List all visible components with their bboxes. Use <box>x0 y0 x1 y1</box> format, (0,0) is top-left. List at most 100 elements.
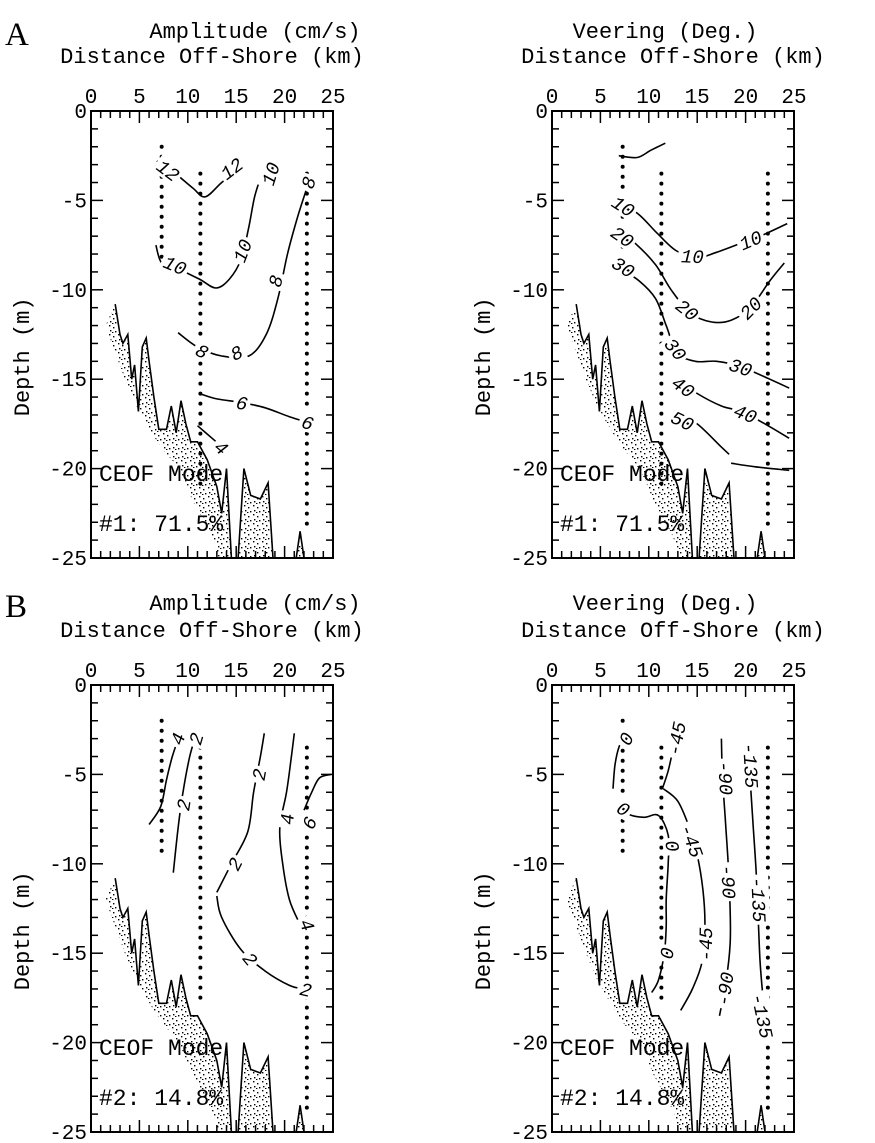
y-tick-label: 0 <box>74 102 87 125</box>
y-tick-label: -15 <box>49 370 87 393</box>
contour-line <box>619 802 670 993</box>
contour-label: 10 <box>227 233 258 268</box>
x-tick-label: 25 <box>320 87 345 110</box>
contour-label: 10 <box>606 189 641 223</box>
x-tick-label: 10 <box>636 661 661 684</box>
y-tick-label: -20 <box>49 1034 87 1057</box>
y-tick-label: 0 <box>535 102 548 125</box>
x-tick-label: 0 <box>85 661 98 684</box>
svg-text:-90: -90 <box>713 971 740 1008</box>
panel-title: Amplitude (cm/s) <box>149 20 360 45</box>
plot-frame <box>90 110 334 559</box>
x-tick-label: 10 <box>175 661 200 684</box>
contour-line <box>730 462 790 472</box>
contour-label: 20 <box>733 290 768 325</box>
plot-frame <box>90 684 334 1133</box>
contour-line <box>619 231 785 324</box>
panel-title: Veering (Deg.) <box>573 592 758 617</box>
plot-frame <box>551 110 795 559</box>
ceof-mode-note: CEOF Mode <box>99 462 223 488</box>
y-tick-label: -10 <box>49 281 87 304</box>
ceof-mode-note: #1: 71.5% <box>560 512 684 538</box>
svg-text:10: 10 <box>607 192 638 223</box>
svg-text:-90: -90 <box>715 864 739 899</box>
seabed-profile-line <box>575 303 766 558</box>
x-tick-label: 25 <box>781 661 806 684</box>
y-tick-label: -25 <box>49 549 87 572</box>
contour-label: 20 <box>605 220 640 253</box>
contour-line <box>619 267 790 389</box>
y-tick-label: -25 <box>49 1123 87 1143</box>
svg-text:30: 30 <box>659 334 690 366</box>
contour-label: 0 <box>655 943 680 964</box>
svg-text:-45: -45 <box>696 927 718 962</box>
x-tick-label: 15 <box>224 87 249 110</box>
seabed-stipple <box>566 878 768 1132</box>
contour-label: 0 <box>611 795 637 822</box>
panel-b-amplitude: Amplitude (cm/s) B Distance Off-Shore (km)… <box>5 589 364 1143</box>
x-tick-label: 5 <box>594 87 607 110</box>
contour-label: 4 <box>276 810 300 829</box>
y-tick-label: -25 <box>510 549 548 572</box>
contour-label: -135 <box>737 739 763 792</box>
panel-letter: A <box>5 17 29 53</box>
contour-label: 2 <box>171 794 197 815</box>
contour-line <box>303 773 332 811</box>
contour-label: 40 <box>728 398 763 430</box>
x-tick-label: 25 <box>320 661 345 684</box>
seabed-stipple <box>566 304 768 558</box>
svg-text:30: 30 <box>607 253 638 284</box>
contour-label: 10 <box>677 245 707 269</box>
y-tick-label: -5 <box>62 765 87 788</box>
y-tick-label: -5 <box>62 191 87 214</box>
ceof-mode-note: #1: 71.5% <box>99 512 223 538</box>
svg-text:6: 6 <box>234 393 249 417</box>
x-tick-label: 25 <box>781 87 806 110</box>
x-tick-label: 20 <box>733 87 758 110</box>
y-tick-label: 0 <box>535 676 548 699</box>
contour-label: 40 <box>666 370 701 404</box>
svg-text:-135: -135 <box>746 992 777 1041</box>
contour-label: 6 <box>231 391 253 417</box>
contour-label: 2 <box>221 851 248 876</box>
x-tick-label: 15 <box>224 661 249 684</box>
x-tick-label: 0 <box>546 87 559 110</box>
x-tick-label: 10 <box>636 87 661 110</box>
x-tick-label: 0 <box>546 661 559 684</box>
svg-text:2: 2 <box>249 767 273 782</box>
y-tick-label: -20 <box>510 460 548 483</box>
x-tick-label: 10 <box>175 87 200 110</box>
contour-line <box>618 142 666 159</box>
contour-label: -135 <box>745 874 771 926</box>
svg-text:10: 10 <box>680 246 704 269</box>
svg-text:2: 2 <box>297 979 313 1003</box>
panel-title: Veering (Deg.) <box>573 20 758 45</box>
x-axis-label: Distance Off-Shore (km) <box>60 45 364 70</box>
svg-text:4: 4 <box>277 813 300 826</box>
y-tick-label: -20 <box>49 460 87 483</box>
panel-a-veering: Veering (Deg.)Distance Off-Shore (km) Dep… <box>472 20 825 572</box>
contour-label: 30 <box>724 352 758 383</box>
panel-letter: B <box>5 589 27 625</box>
contour-label: -90 <box>711 968 740 1010</box>
y-tick-label: -10 <box>49 855 87 878</box>
contour-line <box>177 187 308 359</box>
seabed-profile-line <box>114 877 305 1132</box>
contour-label: 12 <box>151 153 186 187</box>
x-tick-label: 20 <box>272 87 297 110</box>
x-tick-label: 0 <box>85 87 98 110</box>
contour-label: 8 <box>190 337 215 365</box>
contour-label: -90 <box>715 861 741 902</box>
contour-label: 10 <box>256 157 286 190</box>
x-axis-label: Distance Off-Shore (km) <box>521 45 825 70</box>
contour-line <box>216 895 305 990</box>
ceof-mode-note: CEOF Mode <box>99 1036 223 1062</box>
contour-label: 8 <box>263 270 289 292</box>
x-tick-label: 15 <box>685 87 710 110</box>
svg-text:12: 12 <box>217 154 248 185</box>
contour-label: 2 <box>183 727 210 750</box>
contour-label: 8 <box>295 171 322 194</box>
svg-text:-90: -90 <box>712 760 736 795</box>
